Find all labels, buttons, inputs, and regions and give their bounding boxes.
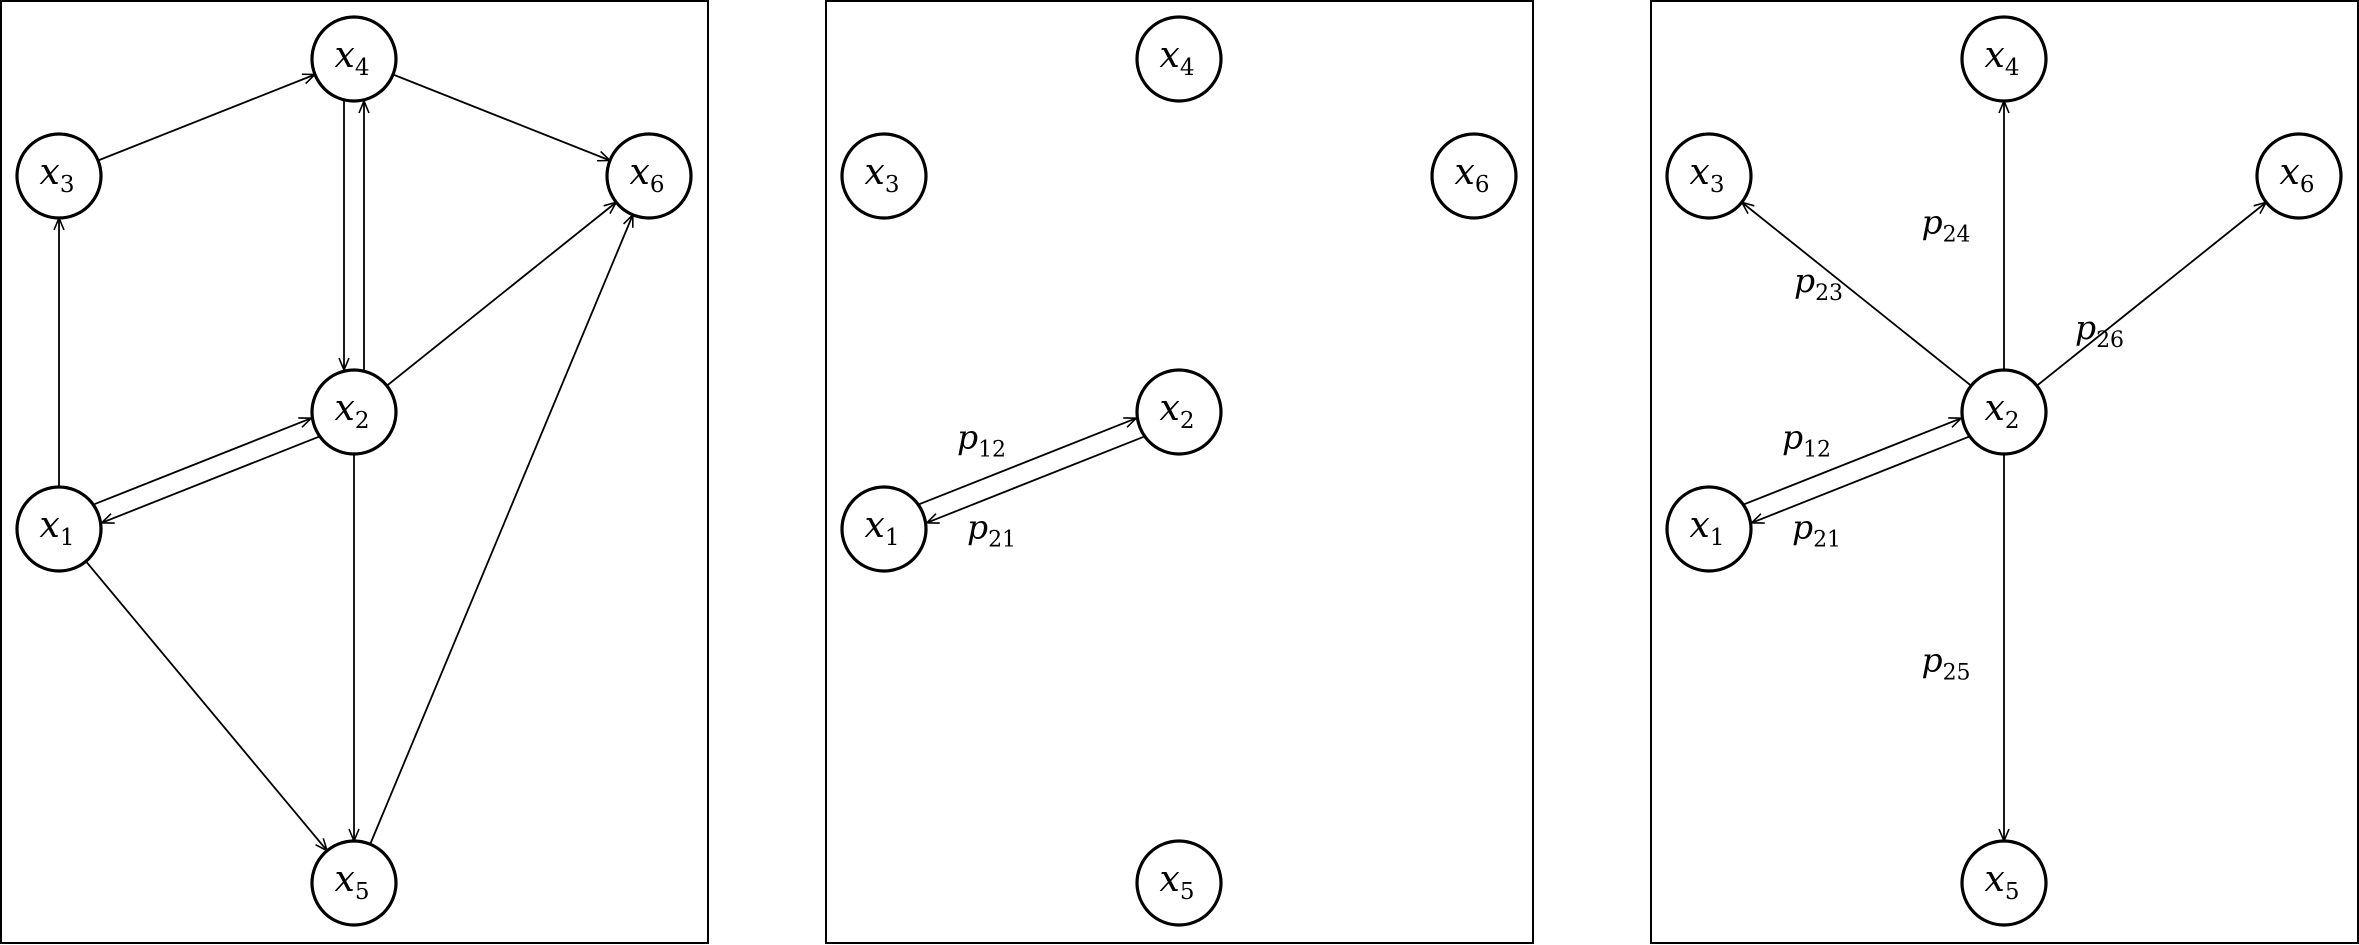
node-label-x2: x2 [1985,388,2020,434]
node-x4: x4 [310,15,398,103]
node-circle [1960,15,2048,103]
node-label-x6: x6 [630,152,665,198]
node-x6: x6 [1430,132,1518,220]
node-x2: x2 [1135,368,1223,456]
node-x1: x1 [840,485,928,573]
edge-x1-x2 [94,418,311,506]
node-circle [840,132,928,220]
node-circle [15,132,103,220]
panel-frame [825,0,1534,944]
node-x6: x6 [605,132,693,220]
node-x4: x4 [1135,15,1223,103]
node-circle [840,485,928,573]
node-x5: x5 [310,839,398,927]
node-label-x3: x3 [1690,152,1725,198]
node-label-x2: x2 [1160,388,1195,434]
edge-label-p12: p12 [1782,418,1831,463]
node-circle [1960,839,2048,927]
node-circle [310,839,398,927]
edge-x1-x2 [1744,418,1961,506]
node-x5: x5 [1960,839,2048,927]
node-x6: x6 [2255,132,2343,220]
node-label-x3: x3 [865,152,900,198]
edge-label-p21: p21 [1792,508,1841,553]
node-label-x3: x3 [40,152,75,198]
edge-label-p23: p23 [1794,261,1843,306]
node-label-x5: x5 [335,859,370,905]
edge-label-p25: p25 [1921,641,1970,686]
node-label-x4: x4 [335,35,370,81]
node-label-x4: x4 [1160,35,1195,81]
node-x1: x1 [15,485,103,573]
node-x1: x1 [1665,485,1753,573]
edge-x2-x6 [2036,202,2266,387]
edge-x2-x1 [1752,435,1969,523]
node-label-x6: x6 [1455,152,1490,198]
edge-x2-x1 [927,435,1144,523]
edge-x2-x1 [102,435,319,523]
edge-x3-x4 [97,74,315,162]
edge-label-p24: p24 [1921,203,1970,248]
edge-x2-x6 [386,202,616,387]
node-label-x6: x6 [2280,152,2315,198]
node-x4: x4 [1960,15,2048,103]
edge-label-p12: p12 [957,418,1006,463]
node-label-x1: x1 [865,505,900,551]
node-label-x1: x1 [40,505,75,551]
node-circle [15,485,103,573]
node-circle [2255,132,2343,220]
panel-frame [0,0,709,944]
node-circle [1665,132,1753,220]
node-label-x4: x4 [1985,35,2020,81]
node-circle [1135,15,1223,103]
edge-x1-x5 [85,560,327,850]
node-x2: x2 [1960,368,2048,456]
graph-panel-pair: p12 p21 x1 x2 x3 x4 x5 x6 [825,0,1534,944]
edge-x5-x6 [369,215,634,845]
node-circle [1960,368,2048,456]
node-label-x1: x1 [1690,505,1725,551]
node-circle [605,132,693,220]
graph-panel-full: x1 x2 x3 x4 x5 x6 [0,0,709,944]
node-x3: x3 [1665,132,1753,220]
edge-x1-x2 [919,418,1136,506]
edge-x2-x3 [1742,202,1972,387]
node-label-x2: x2 [335,388,370,434]
node-x2: x2 [310,368,398,456]
edge-x4-x6 [392,73,610,160]
node-circle [1135,368,1223,456]
node-x3: x3 [15,132,103,220]
node-circle [1135,839,1223,927]
edge-label-p26: p26 [2075,308,2124,353]
edge-label-p21: p21 [967,508,1016,553]
node-circle [310,15,398,103]
node-x3: x3 [840,132,928,220]
node-circle [1665,485,1753,573]
node-circle [310,368,398,456]
node-label-x5: x5 [1985,859,2020,905]
panel-frame [1650,0,2359,944]
node-x5: x5 [1135,839,1223,927]
node-circle [1430,132,1518,220]
graph-panel-star: p12 p21 p23 p24 p25 p26 x1 x2 x3 x4 x5 x6 [1650,0,2359,944]
node-label-x5: x5 [1160,859,1195,905]
